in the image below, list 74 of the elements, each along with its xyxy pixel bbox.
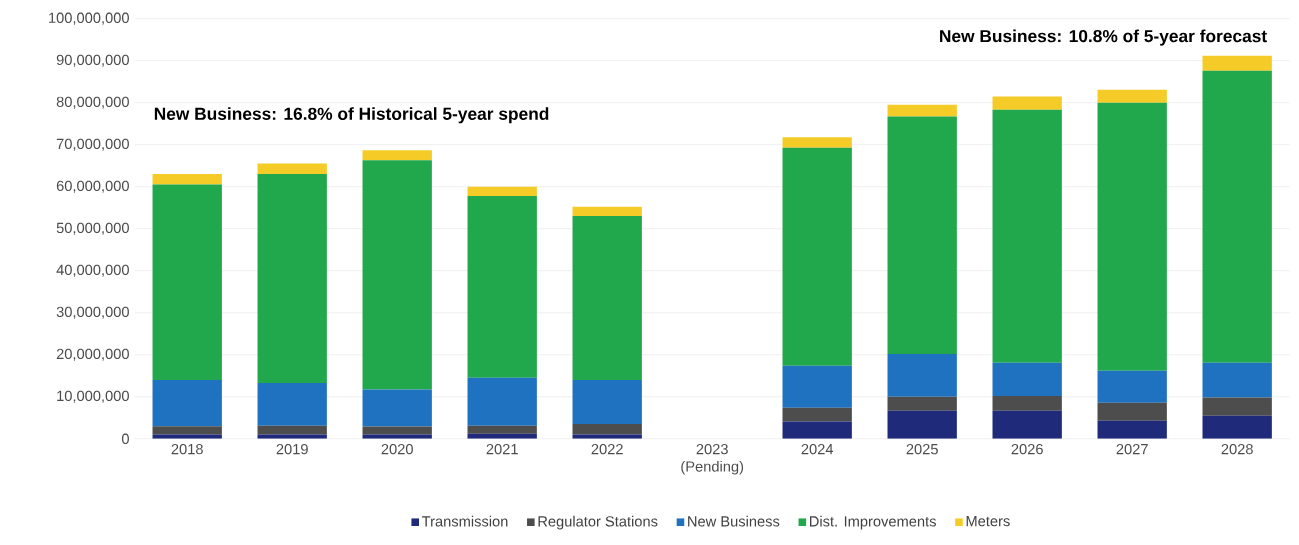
bar: [992, 410, 1062, 439]
bar: [1202, 70, 1272, 363]
bar: [1202, 55, 1272, 71]
legend-label: Meters: [966, 515, 1010, 527]
bar: [257, 173, 327, 383]
bar: [992, 395, 1062, 411]
bar: [992, 96, 1062, 110]
bar: [782, 147, 852, 366]
bar: [992, 362, 1062, 396]
x-tick-label: 2024: [801, 443, 834, 455]
bar: [467, 377, 537, 426]
bar: [572, 423, 642, 435]
bar: [257, 163, 327, 174]
bar: [467, 195, 537, 378]
x-tick-label: 2021: [486, 443, 518, 455]
bar: [782, 421, 852, 439]
bar: [887, 410, 957, 439]
bar: [152, 425, 222, 435]
bar: [362, 160, 432, 390]
bar: [1097, 420, 1167, 439]
legend-label: New Business: [688, 515, 780, 527]
bar: [1097, 89, 1167, 103]
y-tick-label: 0: [121, 433, 129, 444]
bar: [782, 136, 852, 148]
x-tick-label: 2025: [906, 443, 938, 455]
x-tick-label: 2027: [1116, 443, 1148, 455]
x-tick-label: 2026: [1011, 443, 1043, 455]
annotation: New Business: 10.8% of 5-year forecast: [940, 29, 1267, 46]
bar: [257, 382, 327, 426]
bar: [1202, 397, 1272, 416]
y-tick-label: 70,000,000: [56, 138, 129, 151]
bar: [887, 396, 957, 411]
bar: [887, 104, 957, 117]
y-tick-label: 100,000,000: [49, 12, 129, 25]
annotation: New Business: 16.8% of Historical 5-year spend: [154, 106, 549, 124]
bar: [992, 109, 1062, 363]
y-tick-label: 60,000,000: [56, 180, 129, 193]
x-tick-label: 2020: [381, 443, 413, 455]
legend-label: Transmission: [422, 515, 508, 527]
y-tick-label: 50,000,000: [56, 222, 129, 235]
bar: [257, 425, 327, 435]
y-tick-label: 10,000,000: [57, 390, 129, 403]
legend-label: Regulator Stations: [538, 515, 658, 530]
bar: [1202, 415, 1272, 439]
y-tick-label: 20,000,000: [56, 348, 129, 361]
x-tick-label: 2018: [171, 443, 203, 455]
bar: [152, 173, 222, 185]
bar: [1097, 402, 1167, 421]
bar: [467, 186, 537, 196]
bar: [572, 215, 642, 380]
y-tick-label: 30,000,000: [56, 306, 129, 319]
bar: [572, 379, 642, 424]
x-tick-label: 2022: [591, 443, 623, 455]
bar: [782, 365, 852, 408]
bar: [782, 407, 852, 422]
x-tick-label: 2023 (Pending): [681, 443, 744, 475]
bar: [362, 389, 432, 427]
bar: [887, 116, 957, 354]
y-tick-label: 90,000,000: [56, 54, 129, 67]
x-tick-label: 2028: [1221, 443, 1253, 455]
bar: [1097, 370, 1167, 403]
bar: [152, 184, 222, 380]
bar: [362, 149, 432, 161]
y-tick-label: 40,000,000: [56, 264, 129, 277]
legend-label: Dist. Improvements: [810, 515, 936, 530]
y-tick-label: 80,000,000: [56, 96, 129, 109]
bar: [362, 426, 432, 435]
bar: [887, 353, 957, 397]
x-tick-label: 2019: [276, 443, 308, 455]
bar: [572, 206, 642, 216]
bar: [1097, 102, 1167, 371]
bar: [1202, 362, 1272, 398]
bar: [152, 379, 222, 426]
bar: [467, 425, 537, 434]
